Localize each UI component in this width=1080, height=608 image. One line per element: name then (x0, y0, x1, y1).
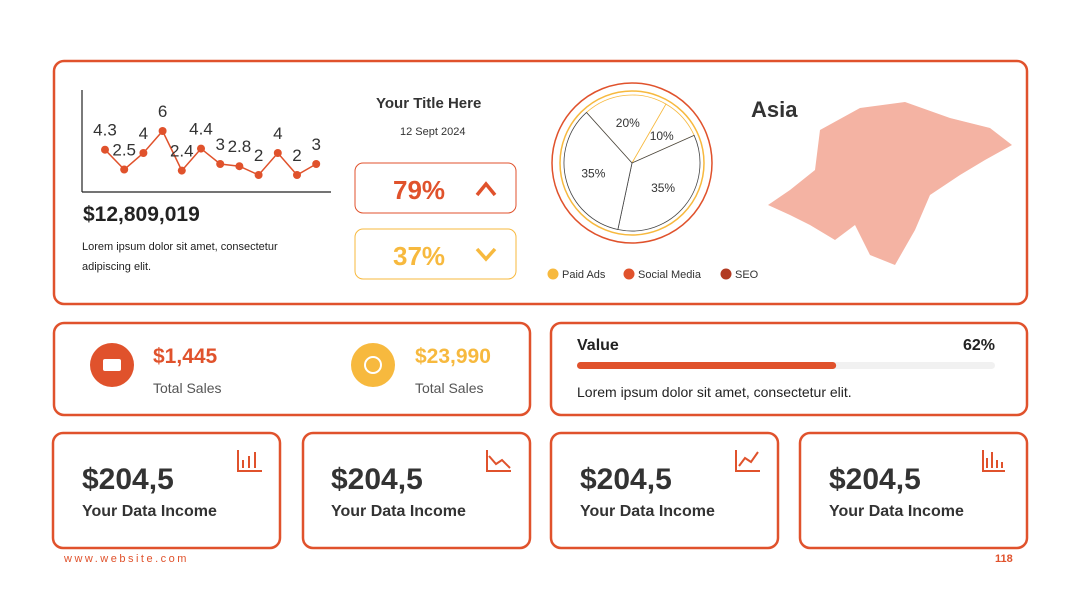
summary-amount: $12,809,019 (83, 203, 200, 226)
pie-slice (585, 94, 667, 164)
kpi-up: 79% (393, 175, 446, 205)
point (177, 166, 186, 175)
point (273, 149, 282, 157)
legend-swatch (547, 268, 559, 280)
legend-label: Social Media (638, 269, 702, 281)
slice-label: 35% (651, 181, 675, 195)
stats-panel (52, 321, 532, 417)
progress-value-label: 62% (963, 337, 996, 354)
top-panel (52, 59, 1029, 306)
map-label: Asia (751, 97, 798, 122)
progress-label: Value (577, 337, 619, 354)
legend-swatch (623, 268, 635, 280)
kpi-box (354, 228, 517, 280)
card (301, 431, 532, 550)
data-label: 3 (311, 135, 320, 154)
progress-text: Lorem ipsum dolor sit amet, consectetur … (577, 384, 852, 400)
target-shape (364, 356, 382, 374)
pie-ring (559, 90, 705, 236)
data-label: 4.4 (189, 120, 213, 139)
kpi-date: 12 Sept 2024 (400, 126, 466, 138)
pie-ring (551, 82, 713, 244)
point (139, 149, 148, 157)
kpi-box (354, 162, 517, 214)
card-value: $204,5 (829, 463, 921, 496)
point (158, 127, 167, 135)
legend-label: Paid Ads (562, 269, 606, 281)
card (51, 431, 282, 550)
slice-label: 10% (650, 129, 674, 143)
legend-label: SEO (735, 269, 759, 281)
asia-map (768, 102, 1012, 265)
data-label: 3 (215, 135, 224, 154)
pie-slice (617, 134, 701, 232)
point (120, 165, 129, 174)
data-label: 2 (254, 146, 263, 165)
point (312, 160, 321, 168)
kpi-down: 37% (393, 241, 446, 271)
point (235, 162, 244, 171)
footer-website: www.website.com (64, 553, 189, 565)
stat-value: $1,445 (153, 345, 218, 368)
card-icons (237, 450, 1005, 472)
card-label: Your Data Income (331, 503, 466, 520)
data-label: 2.8 (228, 137, 252, 156)
slice-label: 20% (616, 116, 640, 130)
point (197, 144, 205, 153)
card (798, 431, 1029, 550)
card (549, 431, 780, 550)
point (101, 145, 109, 154)
briefcase-shape (103, 359, 121, 371)
data-label: 4 (139, 124, 148, 143)
point (293, 171, 301, 179)
footer-page: 118 (995, 553, 1013, 565)
data-label: 4.3 (93, 121, 117, 140)
data-label: 4 (273, 124, 282, 143)
pie-slice (563, 111, 633, 230)
target-icon (351, 343, 395, 387)
summary-text: Lorem ipsum dolor sit amet, consectetur … (82, 241, 278, 273)
data-label: 6 (158, 102, 167, 121)
up-arrow (475, 181, 497, 197)
data-label: 2.5 (112, 141, 136, 160)
data-label: 2 (292, 146, 301, 165)
kpi-title: Your Title Here (376, 95, 482, 112)
down-arrow (475, 247, 497, 262)
stat-label: Total Sales (153, 380, 222, 396)
point (216, 160, 225, 168)
line (104, 129, 317, 176)
card-value: $204,5 (580, 463, 672, 496)
progress-bar (577, 362, 837, 369)
card-label: Your Data Income (829, 503, 964, 520)
slice-label: 35% (581, 166, 605, 180)
data-label: 2.4 (170, 142, 194, 161)
point (254, 171, 263, 179)
card-label: Your Data Income (580, 503, 715, 520)
stat-value: $23,990 (415, 345, 491, 368)
legend-swatch (720, 268, 732, 280)
card-value: $204,5 (331, 463, 423, 496)
stat-label: Total Sales (415, 380, 484, 396)
card-label: Your Data Income (82, 503, 217, 520)
card-value: $204,5 (82, 463, 174, 496)
